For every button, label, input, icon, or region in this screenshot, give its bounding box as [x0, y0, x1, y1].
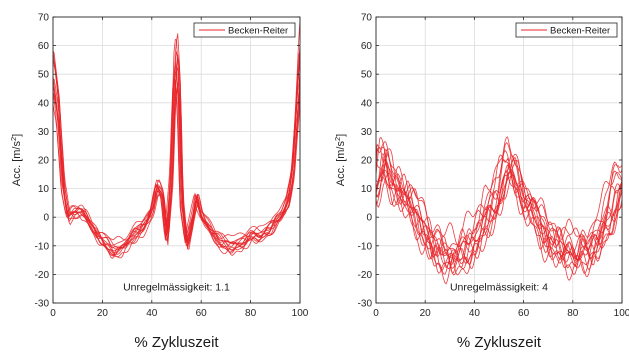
y-tick-label: 70 [361, 13, 373, 24]
y-axis-label-end: ] [335, 134, 347, 137]
legend-box [515, 22, 618, 38]
x-tick-label: 100 [614, 308, 629, 319]
x-tick-label: 40 [146, 308, 158, 319]
series-line-3 [376, 148, 622, 277]
x-tick-label: 80 [245, 308, 257, 319]
annotation-irregularity: Unregelmässigkeit: 4 [450, 282, 548, 294]
legend-box [193, 22, 296, 38]
x-axis-label: % Zykluszeit [457, 334, 542, 351]
chart-panel-2: -30 -20 -10 0 10 20 30 40 50 60 70 0 20 40 60 80 100 % Zy… [333, 13, 629, 352]
legend: Becken-Reiter [515, 22, 618, 38]
y-tick-label: -30 [358, 299, 373, 310]
x-tick-label: 0 [50, 308, 56, 319]
series-line-14 [376, 147, 622, 285]
series-line-13 [376, 172, 622, 260]
annotation-irregularity: Unregelmässigkeit: 1.1 [123, 282, 230, 294]
series-line-12 [53, 64, 300, 246]
y-tick-label: 50 [38, 70, 50, 81]
y-tick-label: 10 [361, 184, 373, 195]
y-axis-label-main: Acc. [m/s [335, 141, 347, 187]
y-axis-label-main: Acc. [m/s [11, 141, 23, 187]
series-line-9 [376, 136, 622, 269]
y-tick-label: 60 [38, 41, 50, 52]
y-tick-label: 30 [38, 127, 50, 138]
y-tick-label: 20 [361, 156, 373, 167]
legend: Becken-Reiter [193, 22, 296, 38]
x-tick-label: 100 [292, 308, 309, 319]
y-tick-label: 30 [361, 127, 373, 138]
legend-label: Becken-Reiter [550, 26, 610, 37]
x-tick-label: 60 [518, 308, 530, 319]
x-tick-label: 40 [469, 308, 481, 319]
series-line-12 [376, 149, 622, 252]
chart-panel-1: -30 -20 -10 0 10 20 30 40 50 60 70 0 20 40 60 80 100 % Zy… [9, 13, 309, 352]
y-tick-label: 0 [43, 213, 49, 224]
y-axis-label-sup: 2 [9, 137, 18, 141]
y-tick-label: 20 [38, 156, 50, 167]
series-line-11 [376, 146, 622, 274]
series-line-13 [53, 57, 300, 252]
y-tick-label: 50 [361, 70, 373, 81]
y-tick-label: 10 [38, 184, 50, 195]
series-line-6 [376, 153, 622, 267]
y-axis-label-end: ] [11, 134, 23, 137]
y-tick-label: 0 [366, 213, 372, 224]
y-tick-label: 40 [38, 98, 50, 109]
y-axis-label-sup: 2 [333, 137, 342, 141]
series-line-2 [376, 153, 622, 275]
x-tick-label: 80 [567, 308, 579, 319]
x-tick-label: 20 [420, 308, 432, 319]
series-group [53, 20, 300, 259]
y-tick-label: -20 [358, 270, 373, 281]
series-line-5 [376, 161, 622, 276]
y-axis-label: Acc. [m/s2] [333, 134, 347, 186]
y-tick-label: 40 [361, 98, 373, 109]
y-tick-label: -30 [35, 299, 50, 310]
y-tick-label: -10 [358, 241, 373, 252]
x-axis-label: % Zykluszeit [134, 334, 219, 351]
y-tick-label: 70 [38, 13, 50, 24]
series-group [376, 136, 622, 285]
y-axis-label: Acc. [m/s2] [9, 134, 23, 186]
y-tick-label: -20 [35, 270, 50, 281]
x-tick-label: 60 [196, 308, 208, 319]
y-tick-label: 60 [361, 41, 373, 52]
legend-label: Becken-Reiter [228, 26, 288, 37]
y-tick-label: -10 [35, 241, 50, 252]
x-tick-label: 20 [97, 308, 109, 319]
x-tick-label: 0 [373, 308, 379, 319]
